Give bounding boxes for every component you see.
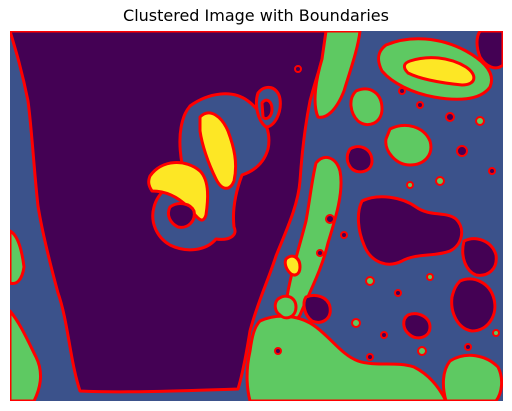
fish-fin-inner [260,98,274,121]
reef-purple-7 [345,145,374,174]
figure-title: Clustered Image with Boundaries [123,6,389,25]
reef-purple-6 [475,31,503,70]
coral-yellow-small [283,254,302,277]
fish-stripe-rear [198,111,238,190]
reef-purple-3 [302,293,332,324]
coral-right-green [384,124,433,167]
coral-vertical-green [284,155,343,323]
coral-bottom-right-green [441,353,503,401]
fish-stripe-front [147,161,210,222]
reef-purple-5 [402,312,432,340]
coral-left-bottom [10,309,42,401]
fish-eye [166,202,196,229]
reef-speckles [274,65,500,361]
coral-small-green-a [273,294,298,320]
coral-left-mid [10,229,26,285]
reef-purple-4 [450,277,497,333]
reef-purple-2 [461,237,498,277]
coral-mid-right-green [349,87,384,126]
clustered-image [10,31,503,401]
coral-bottom-green [245,314,448,401]
reef-purple-1 [356,195,464,266]
coral-top-green [313,31,362,119]
coral-yellow-top-right [402,56,476,87]
